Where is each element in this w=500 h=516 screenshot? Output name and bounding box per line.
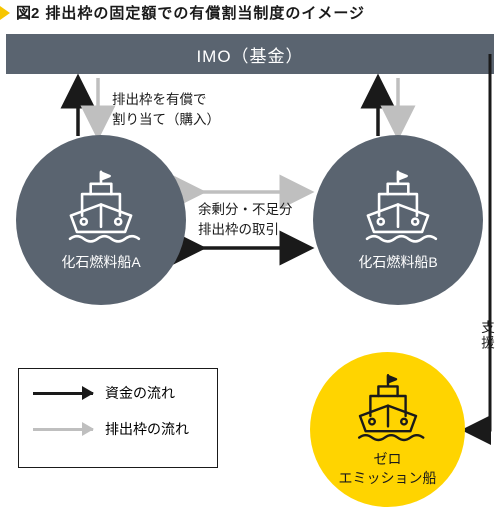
zero-label-line1: ゼロ [374,451,402,467]
zero-label-line2: エミッション船 [339,470,437,486]
ship-icon [58,168,144,246]
allocation-caption: 排出枠を有償で 割り当て（購入） [112,90,220,129]
ship-icon [348,372,428,444]
allocation-line1: 排出枠を有償で [112,92,207,107]
allocation-line2: 割り当て（購入） [112,112,220,127]
diagram-canvas: 図2 排出枠の固定額での有償割当制度のイメージ IMO（基金） 排 [0,0,500,516]
ship-icon [355,168,441,246]
figure-label: 図2 [16,2,39,23]
imo-fund-label: IMO（基金） [196,42,303,67]
trade-line2: 排出枠の取引 [198,222,279,237]
money-arrow-icon [33,392,93,395]
ship-a-node: 化石燃料船A [16,135,186,305]
legend-money-row: 資金の流れ [33,383,203,403]
legend-quota-label: 排出枠の流れ [105,419,189,439]
triangle-icon [0,6,10,20]
figure-title-row: 図2 排出枠の固定額での有償割当制度のイメージ [0,2,365,23]
figure-title: 排出枠の固定額での有償割当制度のイメージ [45,2,365,23]
legend-box: 資金の流れ 排出枠の流れ [18,368,218,468]
support-caption: 支援 [476,320,496,351]
legend-quota-row: 排出枠の流れ [33,419,203,439]
imo-fund-bar: IMO（基金） [6,34,494,74]
zero-emission-node: ゼロ エミッション船 [310,352,465,507]
trade-caption: 余剰分・不足分 排出枠の取引 [198,200,308,239]
legend-money-label: 資金の流れ [105,383,175,403]
quota-arrow-icon [33,428,93,431]
ship-b-node: 化石燃料船B [313,135,483,305]
ship-b-label: 化石燃料船B [358,252,437,272]
ship-a-label: 化石燃料船A [61,252,140,272]
zero-emission-label: ゼロ エミッション船 [339,450,437,488]
trade-line1: 余剰分・不足分 [198,202,293,217]
